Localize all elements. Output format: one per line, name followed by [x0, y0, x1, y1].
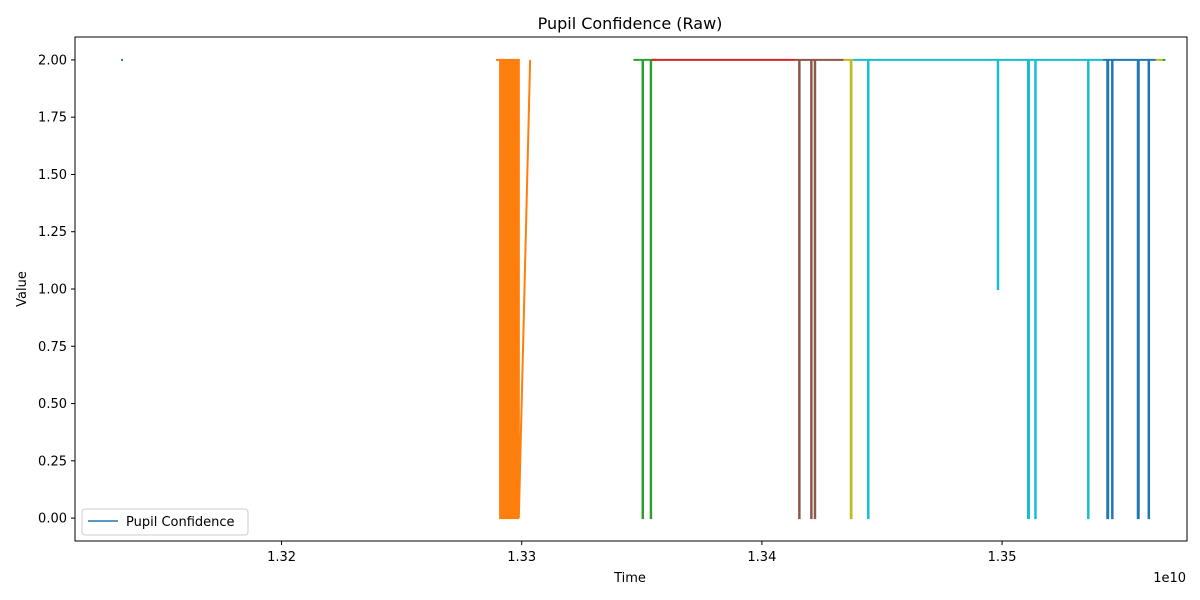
plot-frame	[74, 36, 1188, 542]
series-line-2-0	[633, 58, 657, 520]
y-axis-label: Value	[15, 271, 30, 307]
y-tick-label: 1.75	[38, 111, 67, 126]
series-line-4-0	[795, 58, 844, 520]
y-tick-label: 1.00	[38, 283, 67, 298]
series-line-1-0	[496, 58, 532, 520]
legend: Pupil Confidence	[81, 508, 249, 536]
x-tick-label: 1.34	[747, 550, 776, 565]
x-axis-label: Time	[613, 571, 646, 586]
x-tick-label: 1.33	[507, 550, 536, 565]
x-tick-label: 1.35	[988, 550, 1017, 565]
x-axis-ticks: 1.32 1.33 1.34 1.35	[267, 541, 1017, 565]
y-tick-label: 2.00	[38, 53, 67, 68]
series-line-7-0	[1102, 58, 1156, 520]
y-tick-label: 0.75	[38, 340, 67, 355]
x-axis-offset-label: 1e10	[1153, 571, 1186, 586]
y-axis-ticks: 0.00 0.25 0.50 0.75 1.00 1.25 1.50 1.75 2.00	[38, 53, 75, 527]
y-tick-label: 0.50	[38, 397, 67, 412]
x-tick-label: 1.32	[267, 550, 296, 565]
legend-box	[81, 508, 249, 536]
y-tick-label: 1.25	[38, 225, 67, 240]
y-tick-label: 1.50	[38, 168, 67, 183]
y-tick-label: 0.00	[38, 512, 67, 527]
legend-label: Pupil Confidence	[126, 515, 235, 530]
chart-title: Pupil Confidence (Raw)	[538, 14, 723, 33]
series-line-5-0	[843, 58, 854, 520]
series-line-6-0	[853, 58, 1103, 520]
y-tick-label: 0.25	[38, 454, 67, 469]
plot-marks	[121, 58, 1166, 520]
